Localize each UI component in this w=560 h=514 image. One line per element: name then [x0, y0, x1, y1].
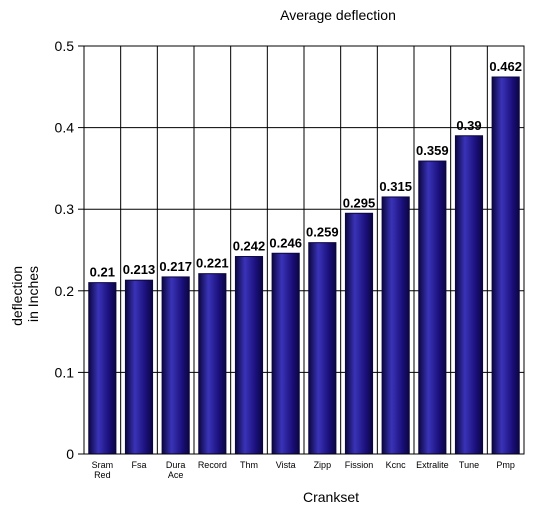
x-tick-label: Zipp [314, 460, 332, 470]
plot-frame [83, 45, 525, 455]
y-tick-label: 0.2 [55, 283, 75, 299]
x-tick-label: Fission [345, 460, 374, 470]
y-tick-label: 0.3 [55, 201, 75, 217]
bar [491, 76, 520, 455]
bar [308, 242, 337, 455]
x-tick-label: Dura Ace [166, 460, 186, 480]
y-tick-label: 0.1 [55, 364, 75, 380]
bar-value-label: 0.242 [233, 239, 266, 254]
bar-value-label: 0.39 [456, 118, 481, 133]
bar-series [88, 76, 520, 455]
bar [381, 196, 410, 455]
bar-value-label: 0.462 [489, 59, 522, 74]
bar [161, 276, 190, 455]
y-tick-label: 0.5 [55, 38, 75, 54]
x-axis-ticks: Sram Red Fsa Dura Ace Record Thm Vista Zipp Fissi… [92, 460, 515, 480]
bar [234, 256, 264, 455]
x-tick-label: Thm [240, 460, 258, 470]
bar-value-label: 0.221 [196, 256, 229, 271]
bar [124, 279, 154, 455]
bar [344, 212, 374, 455]
y-axis-label-line-2: in Inches [25, 266, 41, 322]
x-tick-label: Fsa [131, 460, 146, 470]
grid-lines [84, 46, 524, 454]
y-axis-label-line-1: deflection [9, 266, 25, 326]
bar-value-label: 0.213 [123, 262, 156, 277]
bar-value-label: 0.217 [159, 259, 192, 274]
bar-value-label: 0.359 [416, 143, 449, 158]
x-tick-label: Pmp [496, 460, 515, 470]
bar-value-label: 0.21 [90, 265, 115, 280]
bar [88, 282, 117, 455]
x-tick-label: Kcnc [386, 460, 407, 470]
y-tick-label: 0.4 [55, 120, 75, 136]
y-tick-label: 0 [66, 446, 74, 462]
x-axis-label: Crankset [303, 489, 359, 505]
bar-value-label: 0.259 [306, 225, 339, 240]
y-axis-label: deflection in Inches [9, 262, 41, 326]
x-tick-label: Record [198, 460, 227, 470]
bar [198, 273, 227, 455]
bar-value-label: 0.315 [379, 179, 412, 194]
x-tick-label: Tune [459, 460, 479, 470]
bar [454, 135, 484, 455]
y-axis-ticks: 0 0.1 0.2 0.3 0.4 0.5 [55, 38, 84, 462]
bar [271, 252, 300, 455]
bar-value-label: 0.246 [269, 235, 302, 250]
x-tick-label: Extralite [416, 460, 449, 470]
chart-title: Average deflection [280, 7, 396, 23]
x-tick-label: Sram Red [92, 460, 114, 480]
bar-value-label: 0.295 [343, 195, 376, 210]
bar [418, 160, 447, 455]
x-tick-label: Vista [276, 460, 296, 470]
